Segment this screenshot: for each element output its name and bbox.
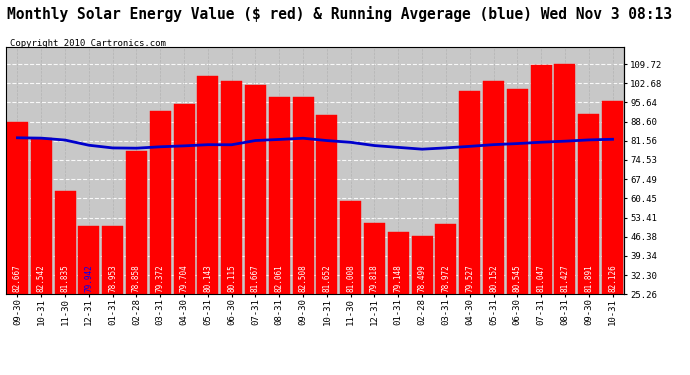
Bar bbox=[388, 232, 408, 294]
Bar bbox=[317, 115, 337, 294]
Text: 79.704: 79.704 bbox=[179, 264, 188, 292]
Bar bbox=[150, 111, 170, 294]
Text: 78.972: 78.972 bbox=[442, 264, 451, 292]
Text: 80.115: 80.115 bbox=[227, 264, 236, 292]
Text: 80.143: 80.143 bbox=[204, 264, 213, 292]
Bar bbox=[269, 98, 290, 294]
Bar bbox=[293, 98, 313, 294]
Bar bbox=[507, 89, 528, 294]
Bar bbox=[7, 122, 28, 294]
Bar bbox=[412, 237, 433, 294]
Bar bbox=[578, 114, 599, 294]
Text: 81.047: 81.047 bbox=[537, 264, 546, 292]
Bar bbox=[602, 101, 623, 294]
Text: 81.008: 81.008 bbox=[346, 264, 355, 292]
Bar bbox=[79, 225, 99, 294]
Text: 82.542: 82.542 bbox=[37, 264, 46, 292]
Bar bbox=[31, 138, 52, 294]
Text: 78.858: 78.858 bbox=[132, 264, 141, 292]
Text: 79.818: 79.818 bbox=[370, 264, 379, 292]
Text: 82.126: 82.126 bbox=[608, 264, 617, 292]
Text: 79.942: 79.942 bbox=[84, 264, 93, 292]
Text: Monthly Solar Energy Value ($ red) & Running Avgerage (blue) Wed Nov 3 08:13: Monthly Solar Energy Value ($ red) & Run… bbox=[7, 6, 672, 22]
Bar bbox=[555, 64, 575, 294]
Text: 78.953: 78.953 bbox=[108, 264, 117, 292]
Bar bbox=[364, 223, 385, 294]
Text: 79.148: 79.148 bbox=[394, 264, 403, 292]
Text: 78.499: 78.499 bbox=[417, 264, 426, 292]
Bar bbox=[102, 225, 123, 294]
Text: 81.427: 81.427 bbox=[560, 264, 569, 292]
Text: 80.545: 80.545 bbox=[513, 264, 522, 292]
Bar bbox=[435, 224, 456, 294]
Bar bbox=[126, 150, 147, 294]
Text: 82.667: 82.667 bbox=[13, 264, 22, 292]
Bar bbox=[55, 191, 75, 294]
Bar bbox=[340, 201, 361, 294]
Text: 79.372: 79.372 bbox=[156, 264, 165, 292]
Bar bbox=[483, 81, 504, 294]
Text: 81.667: 81.667 bbox=[251, 264, 260, 292]
Text: 82.508: 82.508 bbox=[299, 264, 308, 292]
Bar bbox=[531, 64, 551, 294]
Bar bbox=[197, 75, 218, 294]
Text: 81.891: 81.891 bbox=[584, 264, 593, 292]
Text: 80.152: 80.152 bbox=[489, 264, 498, 292]
Text: 81.835: 81.835 bbox=[61, 264, 70, 292]
Bar bbox=[174, 104, 195, 294]
Text: 82.061: 82.061 bbox=[275, 264, 284, 292]
Bar bbox=[245, 85, 266, 294]
Bar bbox=[221, 81, 242, 294]
Text: Copyright 2010 Cartronics.com: Copyright 2010 Cartronics.com bbox=[10, 39, 166, 48]
Text: 81.652: 81.652 bbox=[322, 264, 331, 292]
Text: 79.527: 79.527 bbox=[465, 264, 474, 292]
Bar bbox=[460, 90, 480, 294]
